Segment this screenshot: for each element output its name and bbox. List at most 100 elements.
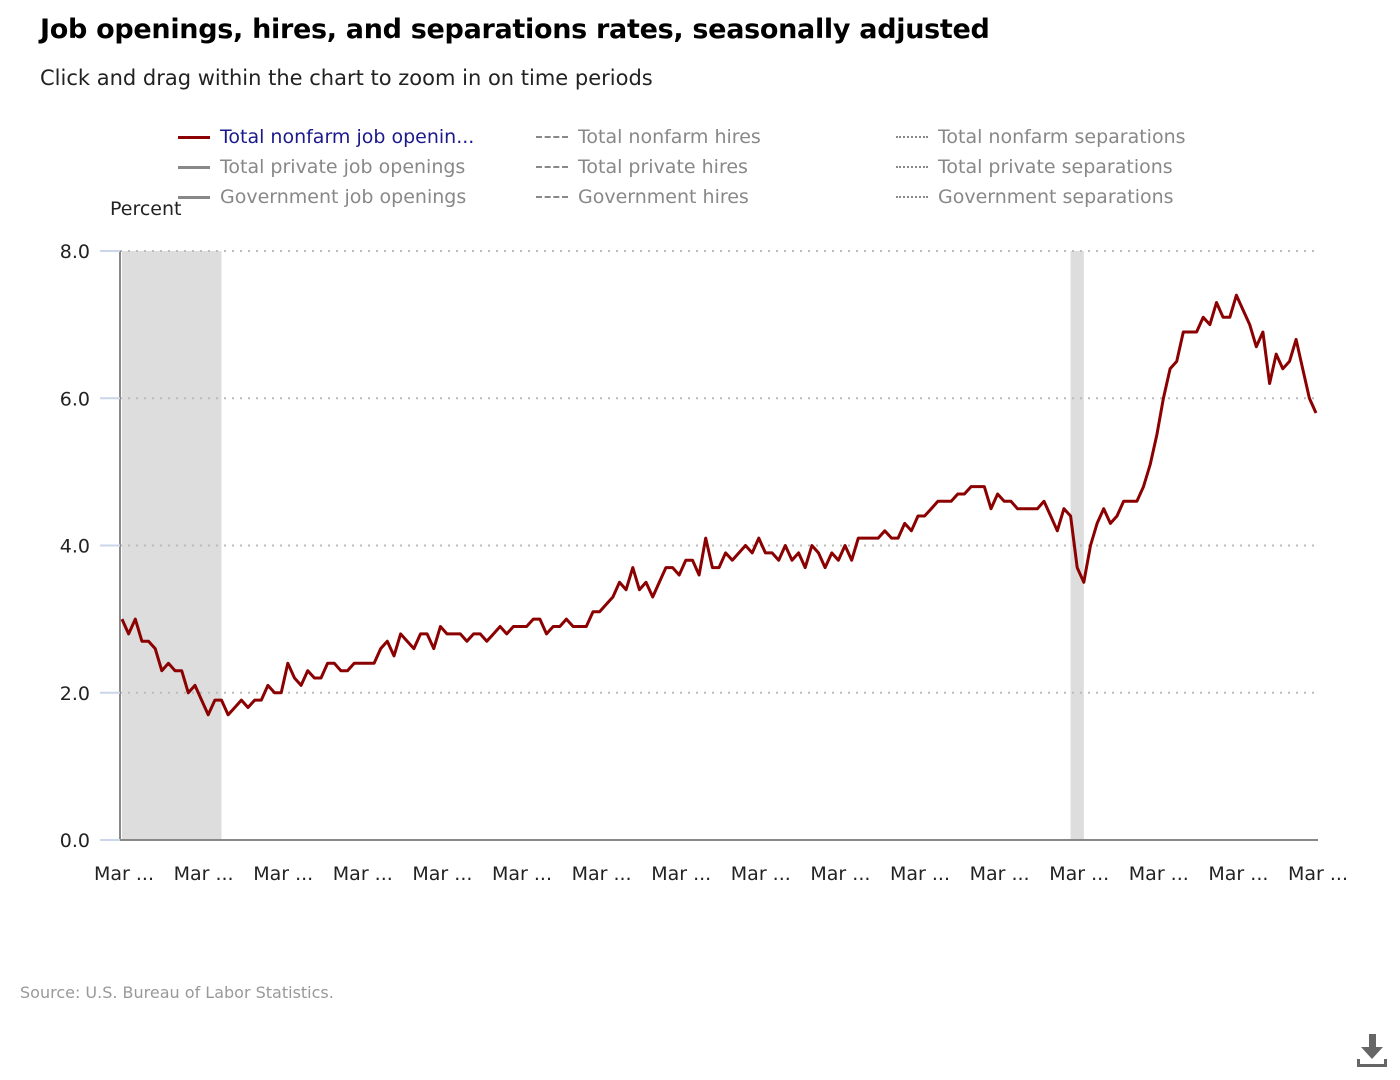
data-point[interactable]	[351, 660, 357, 666]
legend-item-total-private-hires[interactable]: Total private hires	[536, 154, 748, 180]
legend-item-total-nonfarm-hires[interactable]: Total nonfarm hires	[536, 124, 761, 150]
data-point[interactable]	[119, 616, 125, 622]
data-point[interactable]	[199, 697, 205, 703]
data-point[interactable]	[656, 579, 662, 585]
data-point[interactable]	[1147, 462, 1153, 468]
data-point[interactable]	[1054, 528, 1060, 534]
data-point[interactable]	[623, 587, 629, 593]
legend-item-government-separations[interactable]: Government separations	[896, 184, 1174, 210]
data-point[interactable]	[298, 682, 304, 688]
data-point[interactable]	[391, 653, 397, 659]
data-point[interactable]	[1028, 506, 1034, 512]
data-point[interactable]	[1300, 366, 1306, 372]
data-point[interactable]	[1306, 395, 1312, 401]
data-point[interactable]	[318, 675, 324, 681]
data-point[interactable]	[716, 565, 722, 571]
data-point[interactable]	[563, 616, 569, 622]
data-point[interactable]	[537, 616, 543, 622]
data-point[interactable]	[968, 484, 974, 490]
data-point[interactable]	[1081, 579, 1087, 585]
data-point[interactable]	[411, 646, 417, 652]
legend-item-total-nonfarm-separations[interactable]: Total nonfarm separations	[896, 124, 1186, 150]
data-point[interactable]	[1200, 314, 1206, 320]
data-point[interactable]	[159, 668, 165, 674]
data-point[interactable]	[829, 550, 835, 556]
data-point[interactable]	[219, 697, 225, 703]
data-point[interactable]	[278, 690, 284, 696]
data-point[interactable]	[524, 623, 530, 629]
data-point[interactable]	[497, 623, 503, 629]
data-point[interactable]	[776, 557, 782, 563]
data-point[interactable]	[995, 491, 1001, 497]
data-point[interactable]	[942, 498, 948, 504]
data-point[interactable]	[981, 484, 987, 490]
data-point[interactable]	[762, 550, 768, 556]
data-point[interactable]	[1041, 498, 1047, 504]
data-point[interactable]	[822, 565, 828, 571]
data-point[interactable]	[431, 646, 437, 652]
data-point[interactable]	[471, 631, 477, 637]
data-point[interactable]	[577, 623, 583, 629]
data-point[interactable]	[1293, 336, 1299, 342]
data-point[interactable]	[935, 498, 941, 504]
data-point[interactable]	[530, 616, 536, 622]
data-point[interactable]	[756, 535, 762, 541]
data-point[interactable]	[1253, 344, 1259, 350]
data-point[interactable]	[1240, 307, 1246, 313]
data-point[interactable]	[869, 535, 875, 541]
data-point[interactable]	[1313, 410, 1319, 416]
data-point[interactable]	[1187, 329, 1193, 335]
data-point[interactable]	[888, 535, 894, 541]
data-point[interactable]	[291, 675, 297, 681]
data-point[interactable]	[437, 623, 443, 629]
data-point[interactable]	[590, 609, 596, 615]
data-point[interactable]	[922, 513, 928, 519]
legend-item-total-nonfarm-openings[interactable]: Total nonfarm job openin...	[178, 124, 474, 150]
data-point[interactable]	[464, 638, 470, 644]
data-point[interactable]	[146, 638, 152, 644]
data-point[interactable]	[510, 623, 516, 629]
data-point[interactable]	[1154, 432, 1160, 438]
data-point[interactable]	[1273, 351, 1279, 357]
data-point[interactable]	[1074, 565, 1080, 571]
data-point[interactable]	[1121, 498, 1127, 504]
data-point[interactable]	[1141, 484, 1147, 490]
data-point[interactable]	[212, 697, 218, 703]
data-point[interactable]	[504, 631, 510, 637]
data-point[interactable]	[1107, 520, 1113, 526]
data-point[interactable]	[583, 623, 589, 629]
data-point[interactable]	[325, 660, 331, 666]
download-button[interactable]	[1352, 1030, 1392, 1070]
data-point[interactable]	[875, 535, 881, 541]
data-point[interactable]	[165, 660, 171, 666]
data-point[interactable]	[404, 638, 410, 644]
data-point[interactable]	[557, 623, 563, 629]
data-point[interactable]	[272, 690, 278, 696]
data-point[interactable]	[796, 550, 802, 556]
data-point[interactable]	[139, 638, 145, 644]
data-point[interactable]	[743, 543, 749, 549]
data-point[interactable]	[816, 550, 822, 556]
data-point[interactable]	[955, 491, 961, 497]
data-point[interactable]	[723, 550, 729, 556]
data-point[interactable]	[132, 616, 138, 622]
data-point[interactable]	[570, 623, 576, 629]
data-point[interactable]	[670, 565, 676, 571]
data-point[interactable]	[1180, 329, 1186, 335]
data-point[interactable]	[709, 565, 715, 571]
legend-item-government-hires[interactable]: Government hires	[536, 184, 749, 210]
data-point[interactable]	[1227, 314, 1233, 320]
data-point[interactable]	[484, 638, 490, 644]
data-point[interactable]	[550, 623, 556, 629]
data-point[interactable]	[1134, 498, 1140, 504]
data-point[interactable]	[842, 543, 848, 549]
data-point[interactable]	[265, 682, 271, 688]
data-point[interactable]	[172, 668, 178, 674]
data-point[interactable]	[311, 675, 317, 681]
data-point[interactable]	[1247, 322, 1253, 328]
data-point[interactable]	[544, 631, 550, 637]
data-point[interactable]	[1001, 498, 1007, 504]
data-point[interactable]	[384, 638, 390, 644]
data-point[interactable]	[205, 712, 211, 718]
data-point[interactable]	[179, 668, 185, 674]
